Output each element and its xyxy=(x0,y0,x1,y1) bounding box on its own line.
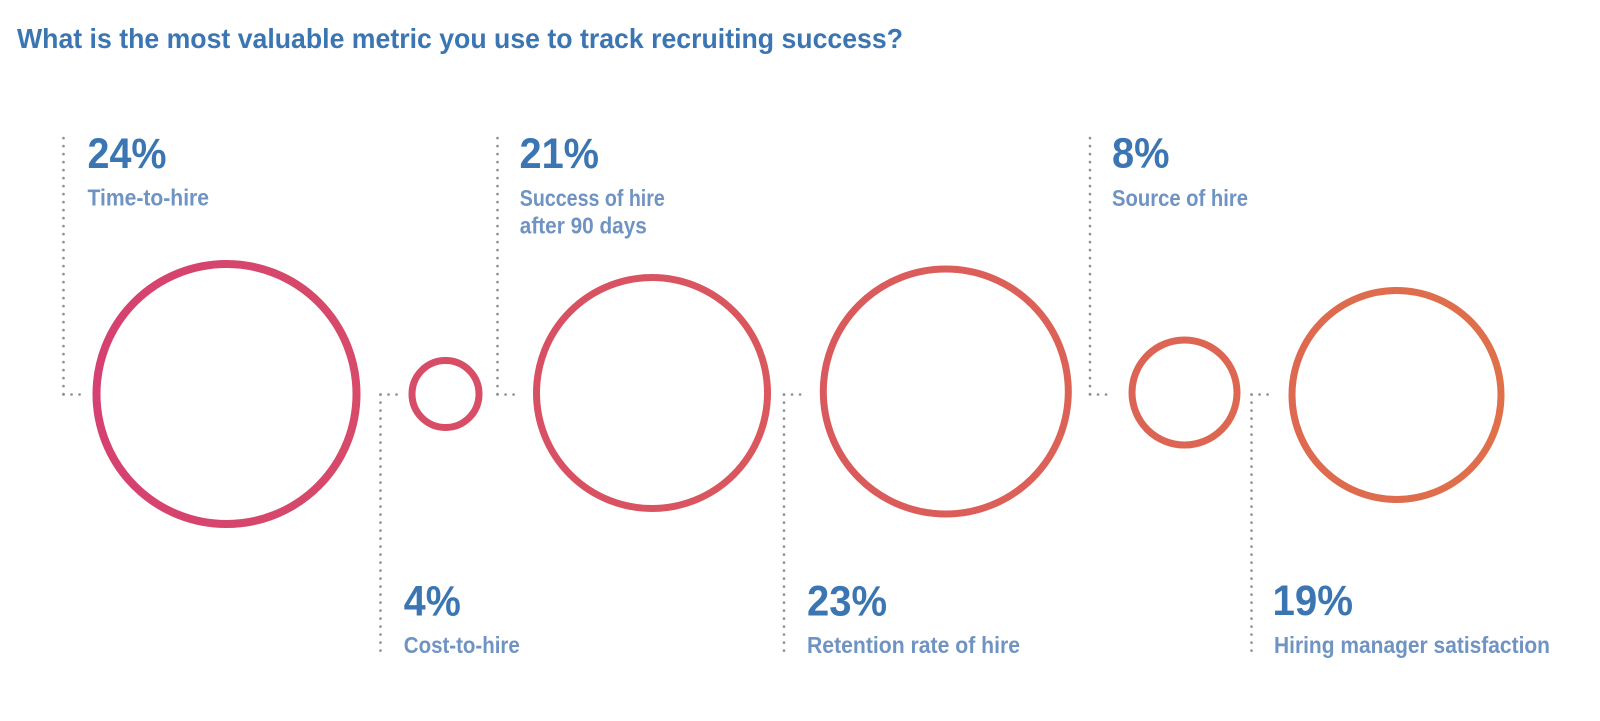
svg-text:19%: 19% xyxy=(1273,578,1354,625)
svg-text:Hiring manager satisfaction: Hiring manager satisfaction xyxy=(1274,632,1550,658)
svg-text:24%: 24% xyxy=(88,131,167,178)
svg-text:Retention rate of hire: Retention rate of hire xyxy=(807,632,1020,658)
svg-text:after 90 days: after 90 days xyxy=(520,213,647,239)
svg-text:Source of hire: Source of hire xyxy=(1112,185,1248,211)
svg-text:23%: 23% xyxy=(807,578,887,625)
svg-text:What is the most valuable metr: What is the most valuable metric you use… xyxy=(17,23,903,54)
svg-text:4%: 4% xyxy=(404,578,461,625)
svg-text:Success of hire: Success of hire xyxy=(520,185,665,211)
svg-text:Time-to-hire: Time-to-hire xyxy=(88,185,210,211)
svg-text:21%: 21% xyxy=(520,131,600,178)
svg-text:Cost-to-hire: Cost-to-hire xyxy=(404,632,520,658)
svg-text:8%: 8% xyxy=(1112,131,1170,178)
